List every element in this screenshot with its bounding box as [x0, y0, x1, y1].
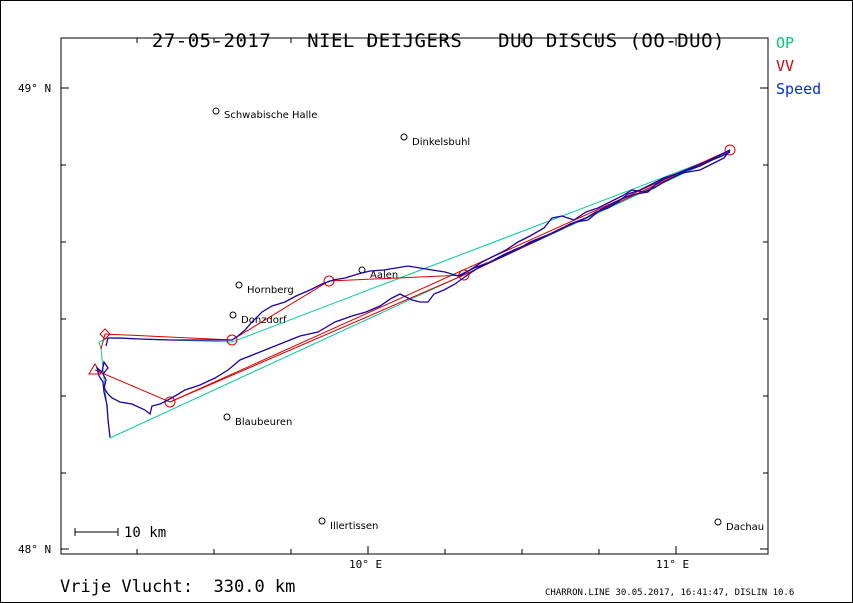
town-label-illertissen: Illertissen [330, 521, 378, 532]
legend-op: OP [776, 34, 795, 52]
town-label-blaubeuren: Blaubeuren [235, 417, 292, 428]
flight-date: 27-05-2017 [151, 30, 272, 52]
flight-title: 27-05-2017 NIEL DEIJGERS DUO DISCUS (OO-… [0, 8, 853, 52]
town-label-dinkelsbuhl: Dinkelsbuhl [412, 137, 470, 148]
vv-task-line-2 [169, 149, 731, 403]
lat-ticks [61, 87, 768, 550]
pilot-name: NIEL DEIJGERS [307, 30, 463, 52]
flight-track-return [459, 151, 731, 277]
legend-speed: Speed [776, 80, 822, 98]
map-border [60, 37, 769, 555]
aircraft-name: DUO DISCUS (OO-DUO) [498, 30, 725, 52]
town-markers [212, 107, 722, 526]
scale-bar [74, 528, 119, 536]
vv-turnpoints [88, 144, 736, 408]
town-marker-dinkelsbuhl [400, 133, 408, 141]
scale-bar-label: 10 km [124, 525, 166, 541]
town-label-schwabische-halle: Schwabische Halle [224, 110, 317, 121]
town-marker-illertissen [318, 517, 326, 525]
town-marker-blaubeuren [223, 413, 231, 421]
lat-label-48: 48° N [18, 543, 52, 556]
town-marker-donzdorf [229, 311, 237, 319]
town-marker-hornberg [235, 281, 243, 289]
legend-vv: VV [776, 57, 795, 75]
op-task-line [98, 151, 731, 439]
town-label-hornberg: Hornberg [247, 285, 294, 296]
town-label-dachau: Dachau [726, 522, 764, 533]
town-marker-schwabische-halle [212, 107, 220, 115]
credits-label: CHARRON.LINE 30.05.2017, 16:41:47, DISLI… [545, 588, 795, 598]
flight-track [95, 149, 731, 438]
town-marker-dachau [714, 518, 722, 526]
town-label-aalen: Aalen [370, 270, 398, 281]
lat-label-49: 49° N [18, 82, 52, 95]
distance-label: Vrije Vlucht: 330.0 km [60, 577, 296, 597]
lon-label-11: 11° E [656, 558, 690, 571]
lon-ticks [136, 38, 677, 554]
lon-label-10: 10° E [349, 558, 383, 571]
